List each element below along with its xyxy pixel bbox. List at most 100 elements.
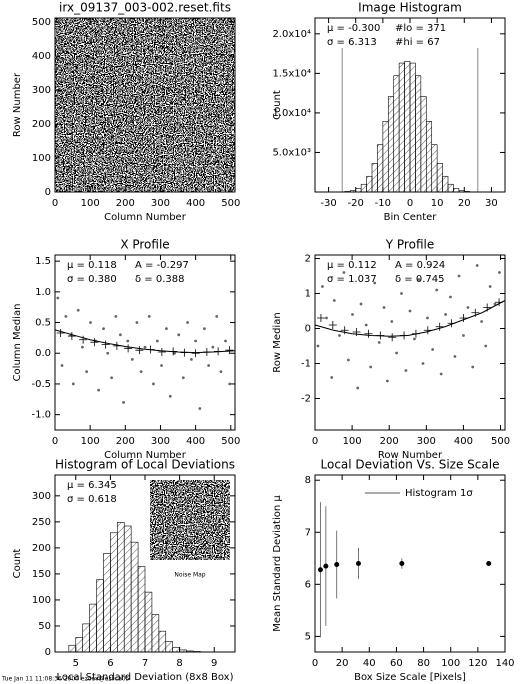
- x-tick-label: 100: [441, 658, 460, 669]
- stat-annotation: δ = 0.745: [395, 274, 444, 285]
- data-point: [114, 315, 118, 318]
- histogram-bar: [425, 121, 433, 193]
- stat-annotation: σ = 1.037: [327, 274, 377, 285]
- data-point: [122, 400, 125, 404]
- x-tick-label: 140: [495, 658, 514, 669]
- data-point: [486, 561, 492, 566]
- x-tick-label: 9: [211, 658, 217, 669]
- histogram-bar: [117, 522, 125, 653]
- histogram-bar: [453, 188, 460, 193]
- data-point: [76, 308, 80, 312]
- data-point: [399, 561, 405, 566]
- y-tick-label: -2: [301, 394, 311, 405]
- data-point: [219, 370, 223, 374]
- y-tick-label: 150: [32, 569, 51, 580]
- data-point: [160, 364, 163, 367]
- stat-annotation: δ = 0.388: [135, 274, 184, 285]
- data-point: [493, 302, 497, 306]
- y-tick-label: 200: [32, 119, 51, 130]
- x-tick-label: 100: [343, 436, 362, 447]
- data-point: [421, 362, 425, 365]
- y-tick-label: 7: [305, 527, 311, 538]
- histogram-bar: [355, 188, 362, 193]
- stat-annotation: σ = 6.313: [327, 37, 377, 48]
- data-point: [475, 264, 479, 267]
- data-point: [426, 316, 429, 320]
- data-point: [332, 299, 336, 302]
- data-point: [395, 351, 399, 355]
- data-point: [102, 327, 105, 331]
- data-point: [190, 357, 193, 361]
- data-point: [106, 351, 110, 355]
- data-point: [462, 334, 465, 337]
- histogram-bar: [158, 630, 167, 653]
- y-tick-label: 1.0x10⁴: [272, 108, 311, 119]
- y-tick-label: 5.0x10³: [272, 147, 311, 158]
- y-tick-label: 1.5: [35, 256, 51, 267]
- y-tick-label: 0: [45, 647, 51, 658]
- plot-frame: [54, 17, 236, 193]
- data-point: [135, 321, 139, 324]
- x-tick-label: 8: [176, 658, 182, 669]
- x-axis-label: Bin Center: [384, 212, 438, 223]
- histogram-bar: [75, 637, 83, 653]
- data-point: [215, 315, 219, 318]
- binned-point: [67, 332, 76, 341]
- stat-annotation: #lo = 371: [395, 23, 446, 34]
- y-tick-label: 5: [305, 631, 311, 642]
- data-point: [323, 563, 329, 569]
- histogram-bar: [172, 647, 180, 653]
- binned-point: [124, 344, 133, 353]
- y-tick-label: 1: [305, 289, 311, 300]
- histogram-bar: [123, 525, 132, 653]
- data-point: [165, 327, 168, 331]
- data-point: [355, 561, 361, 566]
- data-point: [466, 306, 470, 309]
- data-point: [147, 315, 151, 318]
- data-point: [359, 302, 363, 306]
- data-point: [198, 407, 202, 410]
- y-tick-label: -1: [301, 359, 311, 370]
- plot-frame: [314, 17, 506, 193]
- x-axis-label: Column Number: [104, 212, 187, 223]
- data-point: [417, 278, 421, 281]
- x-axis-label: Column Number: [104, 450, 187, 461]
- x-tick-label: 20: [336, 658, 349, 669]
- y-tick-label: 300: [32, 491, 51, 502]
- data-point: [382, 306, 386, 309]
- data-point: [439, 372, 443, 376]
- x-tick-label: 6: [107, 658, 113, 669]
- binned-point: [101, 340, 110, 349]
- data-point: [97, 388, 100, 392]
- data-point: [203, 327, 206, 331]
- y-tick-label: 50: [38, 621, 51, 632]
- x-tick-label: 10: [431, 198, 444, 209]
- x-axis-label: Row Number: [378, 450, 443, 461]
- data-point: [435, 288, 439, 292]
- data-point: [316, 344, 320, 348]
- x-axis-label: Local Standard Deviation (8x8 Box): [57, 672, 234, 683]
- panel-title: irx_09137_003-002.reset.fits: [59, 1, 231, 15]
- x-tick-label: 120: [468, 658, 487, 669]
- histogram-bar: [144, 591, 153, 653]
- histogram-bar: [96, 579, 104, 653]
- histogram-bar: [382, 121, 389, 193]
- inset-label: Noise Map: [174, 572, 205, 579]
- y-axis-label: Count: [12, 549, 23, 579]
- histogram-bar: [420, 96, 427, 193]
- y-tick-label: 100: [32, 153, 51, 164]
- x-tick-label: -30: [320, 198, 336, 209]
- x-tick-label: 30: [485, 198, 498, 209]
- data-point: [453, 355, 457, 358]
- data-point: [498, 271, 501, 274]
- x-tick-label: 300: [417, 436, 436, 447]
- x-tick-label: 0: [312, 658, 318, 669]
- x-tick-label: 0: [407, 198, 413, 209]
- data-point: [471, 365, 475, 369]
- data-point: [173, 351, 176, 355]
- x-tick-label: 100: [81, 436, 100, 447]
- panel-title: Y Profile: [385, 238, 434, 252]
- histogram-bar: [137, 566, 146, 653]
- data-point: [224, 339, 227, 343]
